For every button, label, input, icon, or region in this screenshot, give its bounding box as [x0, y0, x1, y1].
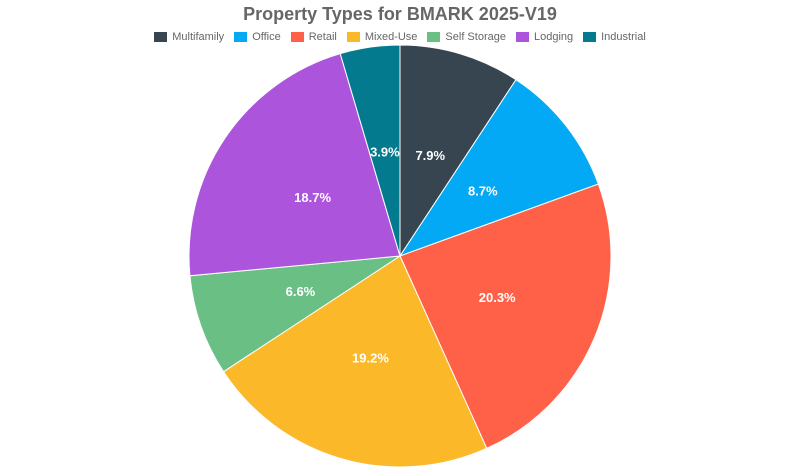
legend-item-lodging[interactable]: Lodging: [515, 31, 574, 43]
data-label: 8.7%: [468, 184, 498, 199]
pie-slice-retail[interactable]: [399, 183, 612, 450]
legend-label: Mixed-Use: [364, 31, 418, 43]
legend-item-multifamily[interactable]: Multifamily: [154, 31, 224, 43]
legend-label: Industrial: [601, 31, 646, 43]
pie-slice-mixed-use[interactable]: [222, 255, 488, 467]
data-label: 20.3%: [479, 290, 516, 305]
legend-item-retail[interactable]: Retail: [290, 31, 337, 43]
pie-slice-self-storage[interactable]: [189, 255, 401, 373]
legend: Multifamily Office Retail Mixed-Use Self Sto…: [0, 31, 800, 43]
legend-label: Retail: [308, 31, 337, 43]
legend-label: Office: [252, 31, 281, 43]
legend-item-industrial[interactable]: Industrial: [583, 31, 646, 43]
legend-swatch: [427, 32, 441, 42]
legend-label: Multifamily: [172, 31, 225, 43]
chart-title: Property Types for BMARK 2025-V19: [243, 4, 557, 24]
pie-slice-multifamily[interactable]: [399, 44, 517, 258]
legend-item-office[interactable]: Office: [234, 31, 281, 43]
legend-swatch: [154, 32, 168, 42]
legend-label: Lodging: [533, 31, 574, 43]
data-label: 18.7%: [294, 190, 331, 205]
data-label: 19.2%: [352, 350, 389, 365]
legend-item-mixed-use[interactable]: Mixed-Use: [346, 31, 418, 43]
data-label: 7.9%: [415, 148, 445, 163]
data-label: 3.9%: [370, 145, 400, 160]
legend-item-self-storage[interactable]: Self Storage: [427, 31, 506, 43]
legend-swatch: [234, 32, 248, 42]
legend-swatch: [583, 32, 597, 42]
pie-slice-office[interactable]: [398, 79, 599, 257]
data-label: 6.6%: [286, 284, 316, 299]
legend-swatch: [515, 32, 529, 42]
legend-label: Self Storage: [445, 31, 506, 43]
legend-swatch: [290, 32, 304, 42]
pie-slice-industrial[interactable]: [339, 44, 401, 257]
legend-swatch: [346, 32, 360, 42]
pie-slice-lodging[interactable]: [188, 53, 401, 277]
